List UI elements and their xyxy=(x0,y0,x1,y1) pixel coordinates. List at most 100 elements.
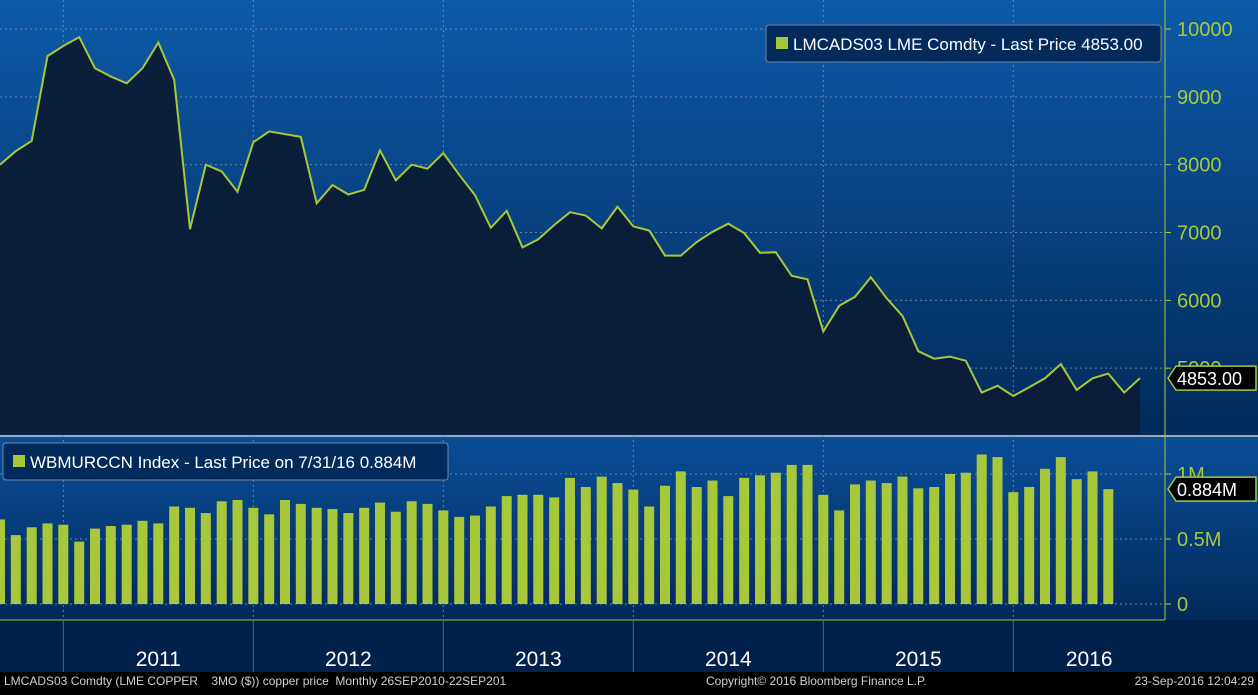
price-last-value-label: 4853.00 xyxy=(1177,369,1242,389)
volume-bar xyxy=(0,520,5,605)
volume-bar xyxy=(58,525,68,604)
year-label: 2014 xyxy=(705,648,752,671)
volume-bar xyxy=(27,527,37,604)
volume-bar xyxy=(391,512,401,604)
volume-bar xyxy=(993,457,1003,604)
year-label: 2015 xyxy=(895,648,942,671)
volume-bar xyxy=(803,465,813,604)
price-tick-label: 7000 xyxy=(1177,223,1222,245)
price-last-value-tag: 4853.00 xyxy=(1168,366,1256,390)
volume-bar xyxy=(1024,487,1034,604)
volume-bar xyxy=(11,535,21,604)
volume-bar xyxy=(945,474,955,604)
volume-bar xyxy=(217,501,227,604)
footer-copyright: Copyright© 2016 Bloomberg Finance L.P. xyxy=(706,674,927,688)
volume-bar xyxy=(328,509,338,604)
price-legend-text: LMCADS03 LME Comdty - Last Price 4853.00 xyxy=(793,35,1143,54)
volume-bar xyxy=(407,501,417,604)
volume-bar xyxy=(755,475,765,604)
volume-bar xyxy=(708,481,718,605)
footer-timestamp: 23-Sep-2016 12:04:29 xyxy=(1135,674,1254,688)
volume-tick-label: 0.5M xyxy=(1177,529,1221,551)
year-label: 2012 xyxy=(325,648,372,671)
volume-bar xyxy=(185,508,195,604)
volume-bar xyxy=(1040,469,1050,604)
year-label: 2013 xyxy=(515,648,562,671)
volume-bar xyxy=(533,495,543,604)
volume-bar xyxy=(74,542,84,604)
volume-bar xyxy=(1088,471,1098,604)
volume-legend: WBMURCCN Index - Last Price on 7/31/16 0… xyxy=(3,443,448,480)
footer-bar: LMCADS03 Comdty (LME COPPER 3MO ($)) cop… xyxy=(0,672,1258,690)
volume-bar xyxy=(581,487,591,604)
volume-bar xyxy=(153,523,163,604)
volume-bar xyxy=(565,478,575,604)
volume-bar xyxy=(834,510,844,604)
volume-bar xyxy=(929,487,939,604)
volume-legend-swatch xyxy=(13,455,25,467)
volume-bar xyxy=(613,483,623,604)
volume-bar xyxy=(312,508,322,604)
volume-bar xyxy=(90,529,100,604)
price-tick-label: 10000 xyxy=(1177,19,1233,41)
volume-bar xyxy=(138,521,148,604)
volume-bar xyxy=(454,517,464,604)
volume-bar xyxy=(866,481,876,605)
volume-bar xyxy=(597,477,607,604)
price-legend-swatch xyxy=(776,37,788,49)
year-label: 2011 xyxy=(136,648,181,671)
volume-bar xyxy=(692,487,702,604)
volume-bar xyxy=(913,488,923,604)
volume-bar xyxy=(502,496,512,604)
volume-bar xyxy=(470,516,480,604)
volume-bar xyxy=(977,455,987,605)
volume-bar xyxy=(771,473,781,604)
volume-bar xyxy=(1056,457,1066,604)
volume-bar xyxy=(787,465,797,604)
volume-bar xyxy=(280,500,290,604)
volume-bar xyxy=(438,510,448,604)
volume-bar xyxy=(518,495,528,604)
price-tick-label: 8000 xyxy=(1177,155,1222,177)
volume-bar xyxy=(1072,479,1082,604)
volume-bar xyxy=(1008,492,1018,604)
volume-bar xyxy=(264,514,274,604)
volume-bar xyxy=(882,483,892,604)
volume-bar xyxy=(423,504,433,604)
volume-bar xyxy=(122,525,132,604)
volume-bar xyxy=(359,508,369,604)
volume-bar xyxy=(676,471,686,604)
volume-bar xyxy=(723,496,733,604)
volume-bar xyxy=(644,507,654,605)
volume-tick-label: 0 xyxy=(1177,594,1188,616)
volume-last-value-tag: 0.884M xyxy=(1168,477,1256,501)
volume-bar xyxy=(201,513,211,604)
volume-last-value-label: 0.884M xyxy=(1177,480,1237,500)
volume-bar xyxy=(296,504,306,604)
volume-bar xyxy=(961,473,971,604)
volume-bar xyxy=(549,497,559,604)
price-legend: LMCADS03 LME Comdty - Last Price 4853.00 xyxy=(766,25,1161,62)
volume-bar xyxy=(486,507,496,605)
footer-left-text: LMCADS03 Comdty (LME COPPER 3MO ($)) cop… xyxy=(4,674,506,688)
volume-bar xyxy=(660,486,670,604)
volume-bar xyxy=(850,484,860,604)
volume-bar xyxy=(106,526,116,604)
volume-legend-text: WBMURCCN Index - Last Price on 7/31/16 0… xyxy=(30,453,416,472)
price-tick-label: 6000 xyxy=(1177,290,1222,312)
volume-bar xyxy=(739,478,749,604)
price-tick-label: 9000 xyxy=(1177,87,1222,109)
volume-bar xyxy=(818,495,828,604)
volume-bar xyxy=(233,500,243,604)
volume-bar xyxy=(248,508,258,604)
volume-bar xyxy=(343,513,353,604)
volume-bar xyxy=(628,490,638,604)
volume-bar xyxy=(43,523,53,604)
volume-bar xyxy=(169,507,179,605)
volume-bar xyxy=(1103,489,1113,604)
volume-bar xyxy=(375,503,385,604)
volume-bar xyxy=(898,477,908,604)
year-label: 2016 xyxy=(1066,648,1113,671)
